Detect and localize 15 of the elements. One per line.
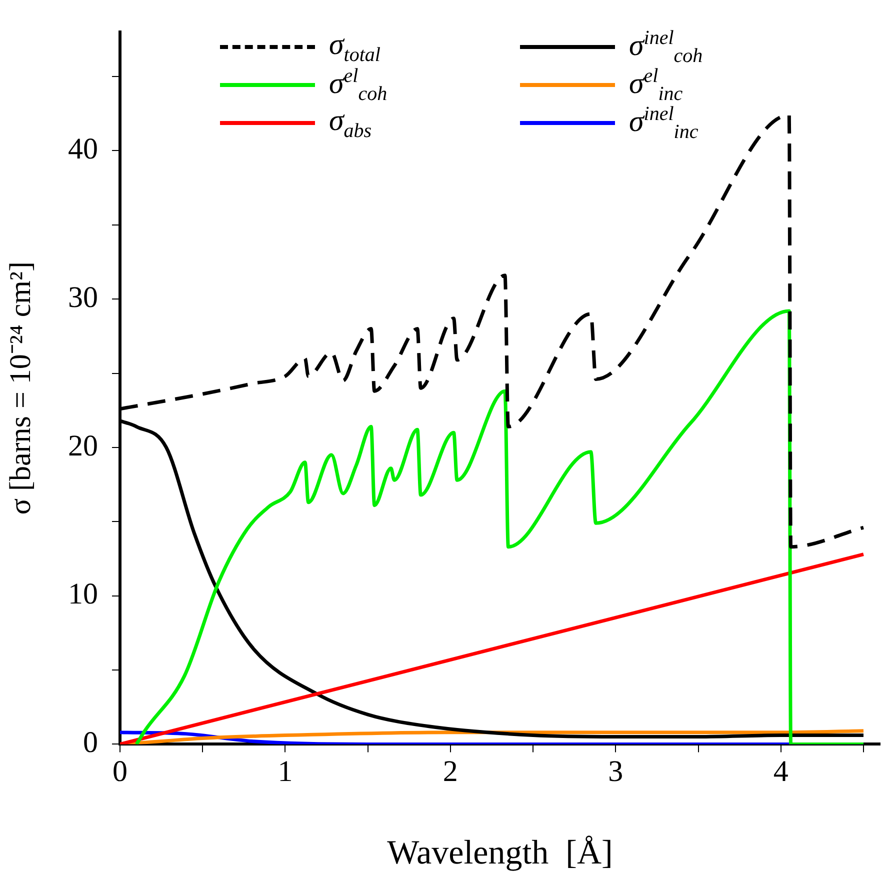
- x-axis-title: Wavelength [Å]: [387, 834, 613, 872]
- y-tick-label: 30: [68, 280, 98, 314]
- legend-label: σ$_{abs}$: [329, 104, 372, 142]
- x-tick-label: 2: [442, 755, 458, 788]
- y-axis-title: σ [barns = 10⁻²⁴ cm²]: [4, 262, 37, 515]
- x-tick-label: 4: [773, 755, 788, 788]
- y-tick-label: 10: [68, 578, 98, 611]
- y-tick-label: 20: [68, 429, 98, 462]
- line-series: [134, 309, 866, 744]
- x-tick-label: 1: [278, 755, 293, 788]
- y-tick-label: 0: [83, 726, 98, 760]
- x-tick-label: 0: [112, 755, 128, 788]
- y-tick-label: 40: [68, 132, 98, 166]
- x-tick-label: 3: [608, 755, 624, 788]
- legend-label: σ$_{total}$: [329, 28, 380, 66]
